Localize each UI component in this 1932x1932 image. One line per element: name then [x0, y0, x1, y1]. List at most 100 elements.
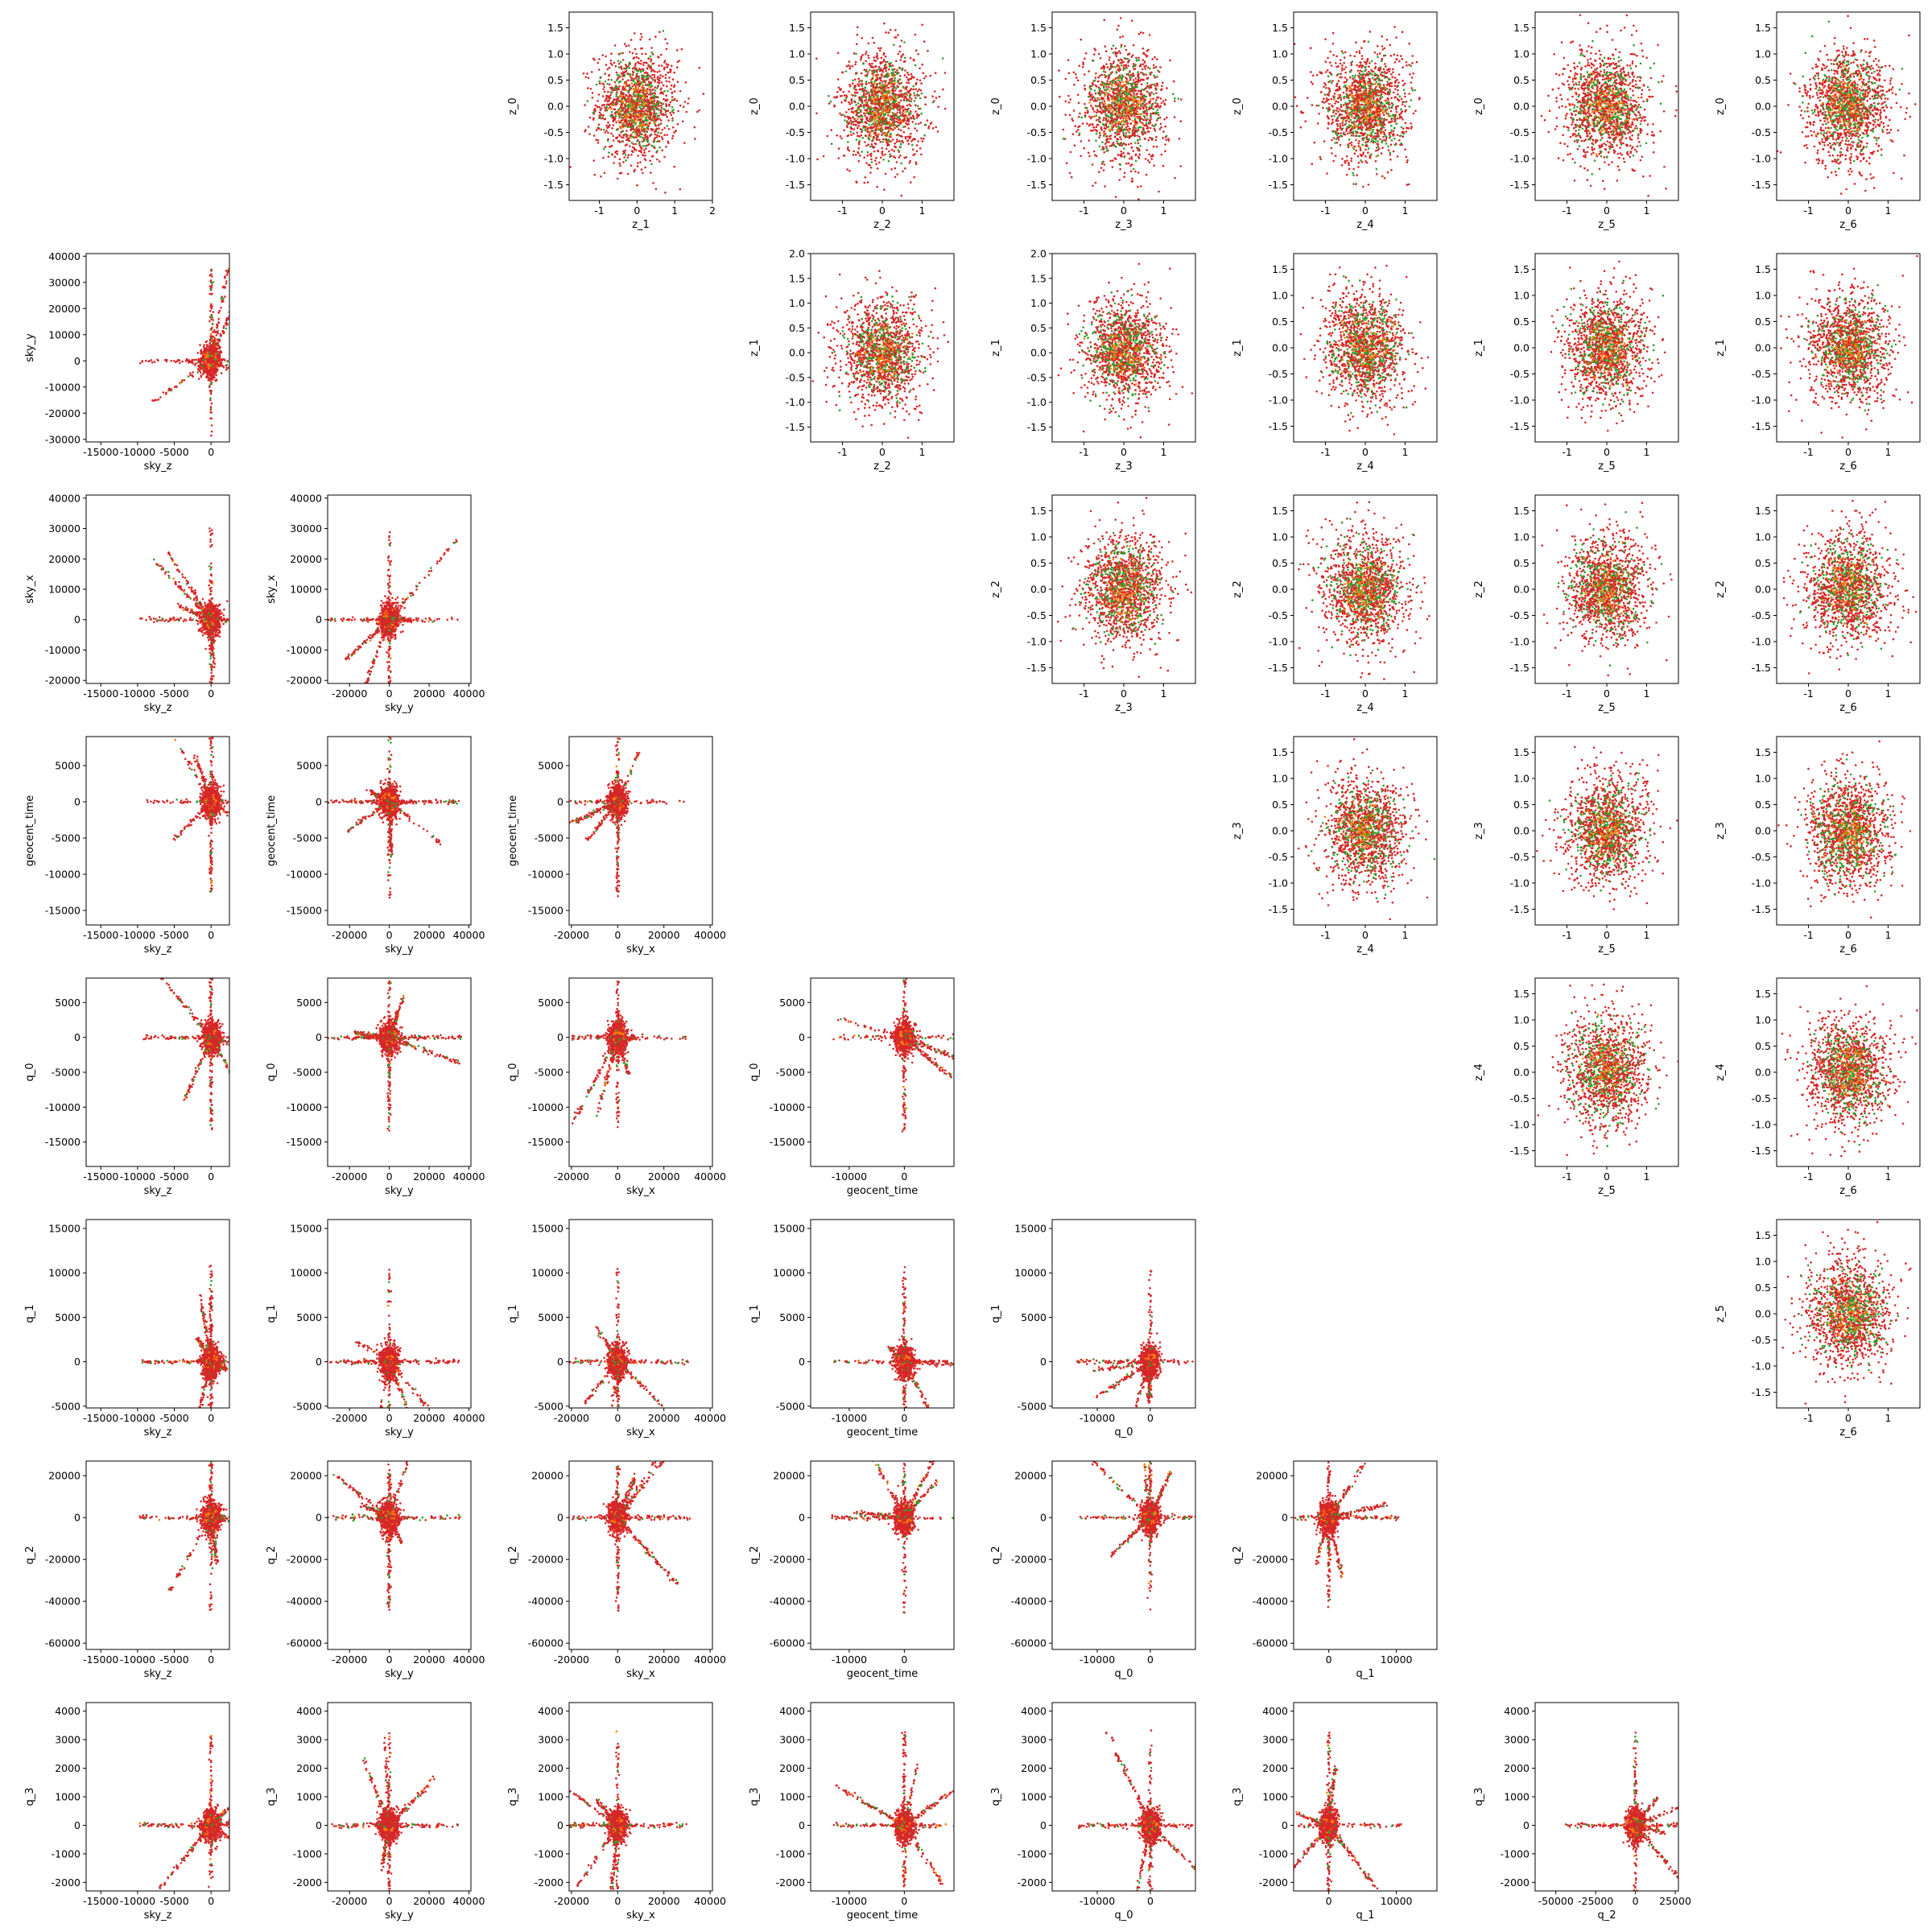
- scatter-point: [1121, 105, 1123, 107]
- scatter-point: [628, 96, 630, 98]
- scatter-point: [617, 111, 619, 114]
- scatter-point: [648, 105, 650, 107]
- scatter-point: [886, 134, 888, 137]
- scatter-point: [1135, 153, 1137, 155]
- scatter-point: [1377, 149, 1379, 151]
- scatter-point: [1138, 136, 1141, 138]
- scatter-point: [652, 97, 654, 100]
- scatter-point: [885, 56, 887, 58]
- scatter-point: [614, 44, 617, 47]
- scatter-point: [1084, 103, 1086, 105]
- scatter-point: [1098, 171, 1100, 173]
- scatter-point: [917, 53, 919, 56]
- scatter-point: [670, 101, 672, 104]
- scatter-point: [1345, 66, 1348, 68]
- scatter-point: [1094, 80, 1096, 82]
- scatter-point: [866, 155, 869, 157]
- scatter-point: [887, 122, 890, 125]
- scatter-point: [632, 52, 634, 55]
- scatter-point: [664, 109, 667, 111]
- scatter-point: [1121, 79, 1123, 81]
- scatter-point: [1118, 179, 1121, 181]
- scatter-point: [900, 90, 902, 93]
- scatter-point: [631, 150, 634, 152]
- scatter-point: [635, 122, 638, 124]
- scatter-point: [921, 93, 923, 95]
- scatter-point: [607, 122, 609, 124]
- scatter-point: [660, 92, 663, 94]
- scatter-point: [606, 83, 609, 85]
- scatter-point: [1102, 66, 1104, 68]
- scatter-point: [1390, 97, 1393, 100]
- scatter-point: [1104, 19, 1106, 22]
- scatter-point: [650, 171, 652, 174]
- scatter-point: [898, 128, 900, 130]
- scatter-point: [1402, 85, 1405, 87]
- scatter-point: [876, 71, 878, 73]
- scatter-point: [598, 127, 601, 130]
- scatter-point: [886, 148, 888, 151]
- scatter-point: [1139, 154, 1141, 156]
- scatter-point: [1117, 134, 1119, 136]
- scatter-point: [1154, 124, 1157, 126]
- x-tick-label: -1: [594, 204, 604, 217]
- scatter-point: [1117, 138, 1120, 141]
- scatter-point: [1068, 72, 1071, 75]
- scatter-point: [1118, 50, 1121, 52]
- scatter-point: [1117, 64, 1119, 67]
- scatter-point: [1125, 108, 1127, 110]
- scatter-point: [875, 91, 877, 93]
- scatter-point: [663, 30, 665, 32]
- scatter-point: [1114, 89, 1117, 91]
- scatter-point: [1385, 89, 1387, 92]
- scatter-point: [636, 75, 638, 77]
- scatter-point: [915, 49, 918, 52]
- scatter-point: [815, 113, 818, 115]
- scatter-point: [865, 115, 867, 118]
- scatter-point: [675, 130, 677, 132]
- scatter-point: [1135, 113, 1137, 115]
- scatter-point: [1150, 114, 1152, 117]
- scatter-point: [1155, 139, 1158, 142]
- scatter-point: [602, 89, 605, 91]
- scatter-point: [638, 125, 640, 127]
- scatter-point: [585, 76, 588, 79]
- scatter-point: [883, 86, 886, 89]
- scatter-point: [1075, 76, 1078, 79]
- scatter-point: [903, 120, 906, 122]
- scatter-point: [1137, 71, 1140, 73]
- scatter-point: [875, 98, 877, 101]
- scatter-point: [1137, 139, 1139, 142]
- scatter-point: [1133, 114, 1135, 116]
- scatter-point: [897, 109, 899, 111]
- scatter-point: [666, 125, 668, 127]
- scatter-point: [624, 119, 626, 122]
- scatter-point: [848, 150, 851, 152]
- scatter-point: [610, 92, 613, 94]
- scatter-point: [865, 70, 867, 72]
- scatter-point: [895, 60, 898, 63]
- scatter-point: [865, 126, 867, 128]
- scatter-point: [1113, 78, 1116, 80]
- scatter-point: [654, 137, 656, 139]
- scatter-point: [903, 157, 906, 159]
- scatter-point: [1157, 103, 1159, 105]
- scatter-point: [1124, 156, 1126, 159]
- scatter-point: [1063, 129, 1065, 131]
- scatter-point: [855, 120, 857, 122]
- scatter-point: [910, 57, 912, 60]
- scatter-point: [608, 107, 610, 109]
- scatter-point: [910, 133, 912, 135]
- scatter-point: [642, 62, 645, 64]
- scatter-point: [861, 85, 864, 88]
- scatter-point: [1406, 161, 1409, 163]
- scatter-point: [919, 68, 921, 70]
- scatter-point: [642, 154, 644, 156]
- scatter-point: [641, 168, 643, 171]
- scatter-point: [893, 98, 895, 101]
- scatter-point: [619, 126, 621, 128]
- scatter-point: [916, 113, 919, 115]
- scatter-point: [1360, 113, 1363, 115]
- scatter-point: [1406, 156, 1408, 159]
- scatter-point: [1402, 135, 1405, 138]
